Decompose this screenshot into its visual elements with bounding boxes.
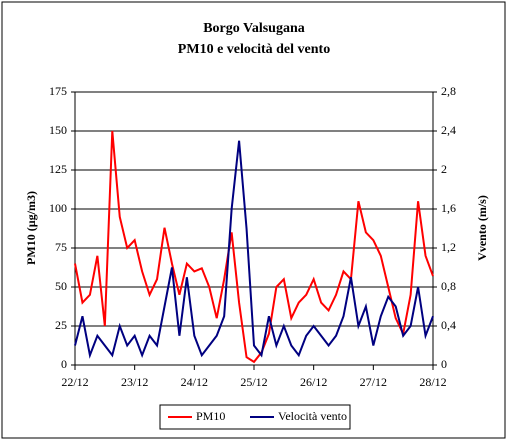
y2-tick-label: 2 — [441, 162, 447, 176]
y-tick-label: 0 — [61, 357, 67, 371]
chart-subtitle: PM10 e velocità del vento — [178, 42, 330, 57]
x-tick-label: 28/12 — [419, 375, 446, 389]
y-tick-label: 25 — [55, 318, 67, 332]
y-tick-label: 75 — [55, 240, 67, 254]
legend-label: Velocità vento — [278, 409, 347, 423]
y2-tick-label: 0 — [441, 357, 447, 371]
y2-tick-label: 0,8 — [441, 279, 456, 293]
x-tick-label: 22/12 — [61, 375, 88, 389]
x-tick-label: 27/12 — [360, 375, 387, 389]
chart-title: Borgo Valsugana — [203, 21, 305, 36]
legend-label: PM10 — [196, 409, 225, 423]
x-tick-label: 23/12 — [121, 375, 148, 389]
y-tick-label: 150 — [49, 123, 67, 137]
chart-frame — [1, 1, 506, 439]
y2-tick-label: 2,8 — [441, 84, 456, 98]
y-tick-label: 100 — [49, 201, 67, 215]
x-tick-label: 24/12 — [181, 375, 208, 389]
y2-tick-label: 2,4 — [441, 123, 456, 137]
y2-tick-label: 1,6 — [441, 201, 456, 215]
y2-tick-label: 0,4 — [441, 318, 456, 332]
x-tick-label: 25/12 — [240, 375, 267, 389]
y-tick-label: 125 — [49, 162, 67, 176]
y-tick-label: 175 — [49, 84, 67, 98]
y-tick-label: 50 — [55, 279, 67, 293]
y2-axis-label: Vvento (m/s) — [475, 195, 489, 261]
series-line — [74, 130, 434, 364]
y-axis-label: PM10 (µg/m3) — [24, 191, 38, 265]
y2-tick-label: 1,2 — [441, 240, 456, 254]
series-line — [74, 140, 434, 359]
plot-area — [74, 91, 434, 366]
x-tick-label: 26/12 — [300, 375, 327, 389]
